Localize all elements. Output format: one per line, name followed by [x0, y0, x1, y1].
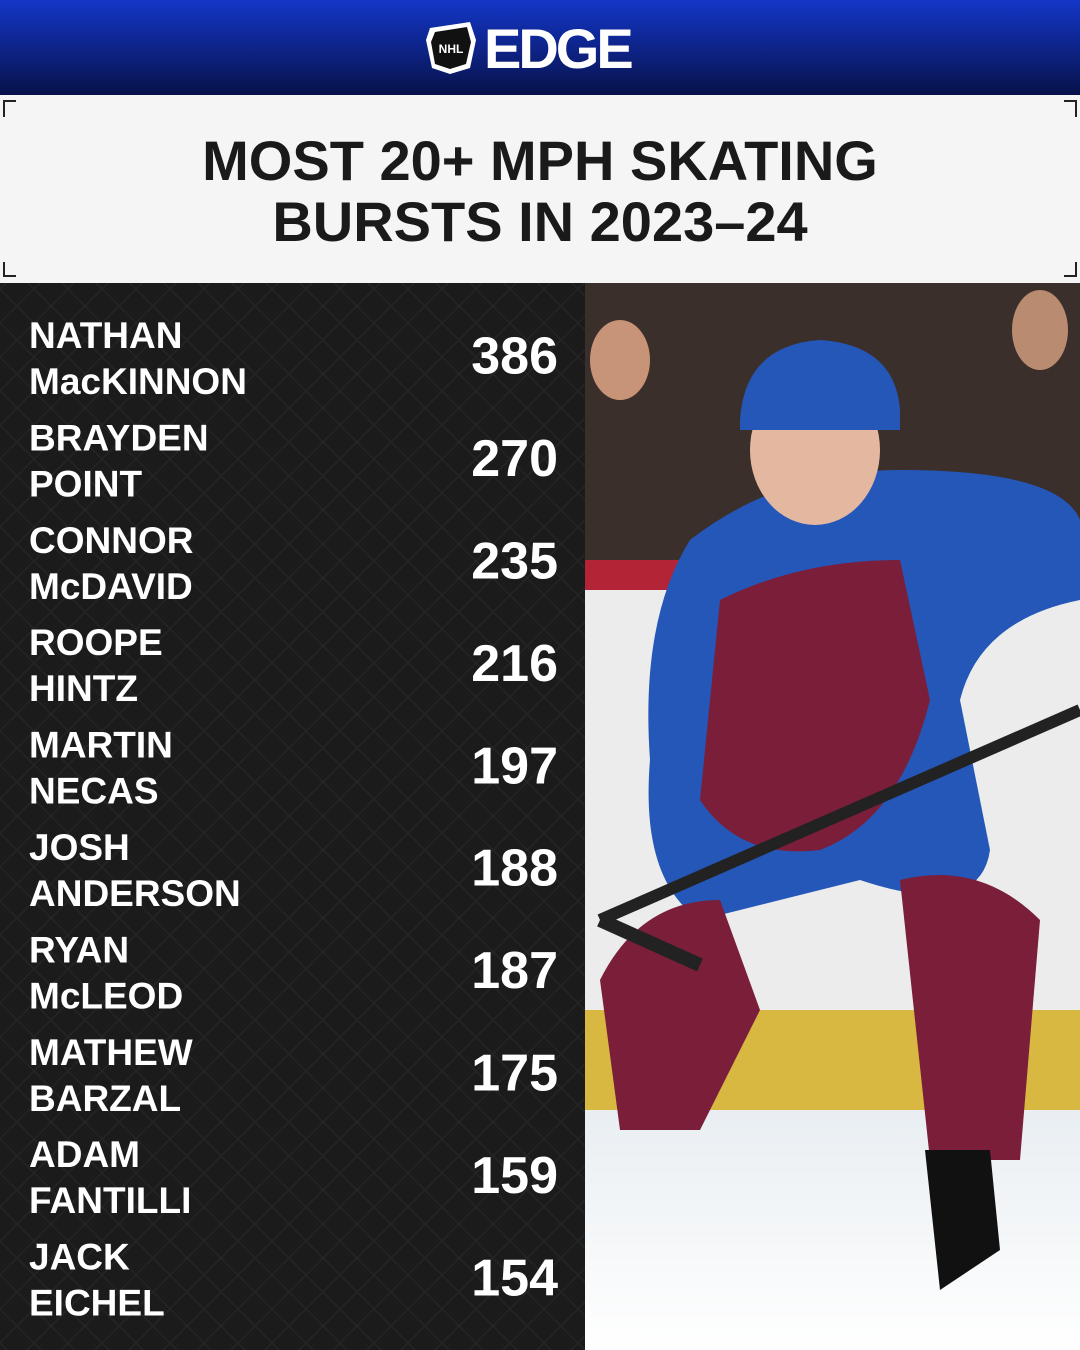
list-panel [0, 283, 585, 1350]
shield-inner [431, 27, 471, 69]
player-first-name: JACK [29, 1237, 130, 1278]
player-last-name: EICHEL [29, 1283, 165, 1324]
title-line: MOST 20+ MPH SKATING [202, 129, 878, 192]
player-first-name: MARTIN [29, 725, 173, 766]
burst-count: 270 [471, 430, 558, 488]
burst-count: 197 [471, 737, 558, 795]
player-first-name: ADAM [29, 1134, 140, 1175]
player-last-name: POINT [29, 463, 142, 504]
player-first-name: RYAN [29, 929, 129, 970]
title-panel [0, 95, 1080, 283]
player-last-name: NECAS [29, 771, 159, 812]
burst-count: 159 [471, 1147, 558, 1205]
player-first-name: NATHAN [29, 315, 182, 356]
player-first-name: BRAYDEN [29, 417, 209, 458]
player-last-name: ANDERSON [29, 873, 241, 914]
player-first-name: MATHEW [29, 1032, 193, 1073]
player-last-name: BARZAL [29, 1078, 181, 1119]
player-last-name: MacKINNON [29, 361, 247, 402]
player-first-name: JOSH [29, 827, 130, 868]
header-bar [0, 0, 1080, 95]
burst-count: 235 [471, 533, 558, 591]
player-first-name: ROOPE [29, 622, 163, 663]
burst-count: 386 [471, 328, 558, 386]
burst-count: 175 [471, 1045, 558, 1103]
burst-count: 216 [471, 635, 558, 693]
corner-marks [3, 100, 1077, 277]
burst-count: 154 [471, 1249, 558, 1307]
player-first-name: CONNOR [29, 520, 193, 561]
player-last-name: McLEOD [29, 975, 183, 1016]
player-photo [585, 283, 1080, 1350]
player-last-name: HINTZ [29, 668, 138, 709]
burst-count: 188 [471, 840, 558, 898]
player-last-name: McDAVID [29, 566, 193, 607]
player-last-name: FANTILLI [29, 1180, 191, 1221]
league-mark: NHL [439, 42, 464, 56]
title-line: BURSTS IN 2023–24 [272, 190, 807, 253]
logo-text: EDGE [484, 17, 632, 80]
burst-count: 187 [471, 942, 558, 1000]
